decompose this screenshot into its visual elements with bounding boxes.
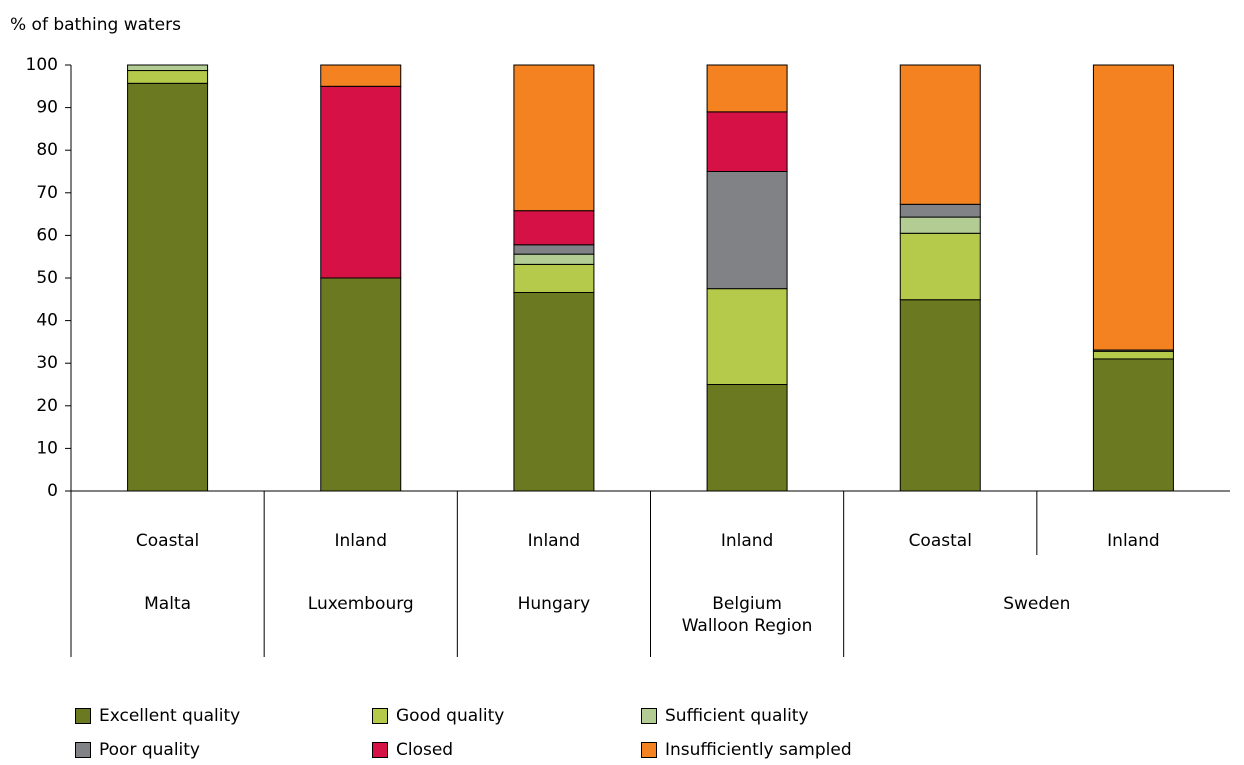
legend-label: Poor quality	[99, 740, 200, 760]
bar-segment	[1092, 350, 1174, 360]
bar-segment	[706, 171, 788, 290]
group-label: Belgium Walloon Region	[682, 594, 813, 636]
bars	[127, 64, 1174, 492]
bar-segment	[513, 253, 595, 265]
bar-segment	[320, 64, 402, 87]
bar-segment	[320, 277, 402, 492]
y-tick-label: 50	[36, 268, 58, 288]
group-label: Luxembourg	[308, 594, 414, 614]
stacked-bar-chart: % of bathing waters 0 10 20 30 40 50 60 70 80 90 1…	[10, 15, 1230, 657]
y-tick-label: 20	[36, 396, 58, 416]
legend-swatch	[372, 742, 388, 758]
group-label: Hungary	[518, 594, 591, 614]
legend-swatch	[641, 708, 657, 724]
bar-segment	[1092, 358, 1174, 492]
legend-label: Sufficient quality	[665, 706, 809, 726]
bar-segment	[899, 64, 981, 205]
y-tick-label: 30	[36, 353, 58, 373]
legend-swatch	[75, 742, 91, 758]
y-tick-label: 40	[36, 311, 58, 331]
legend-item: Sufficient quality	[641, 706, 809, 726]
legend-swatch	[75, 708, 91, 724]
legend-label: Good quality	[396, 706, 505, 726]
y-axis-ticks: 0 10 20 30 40 50 60 70 80 90 100	[26, 55, 71, 501]
legend-item: Insufficiently sampled	[641, 740, 852, 760]
legend-item: Excellent quality	[75, 706, 240, 726]
category-label: Inland	[1107, 531, 1160, 551]
category-labels: Coastal Inland Inland Inland Coastal Inland Ma…	[136, 531, 1160, 636]
y-tick-label: 90	[36, 98, 58, 118]
legend-item: Closed	[372, 740, 453, 760]
legend-label: Closed	[396, 740, 454, 760]
y-tick-label: 100	[26, 55, 58, 75]
bar-segment	[899, 203, 981, 218]
bar-segment	[513, 64, 595, 212]
y-tick-label: 60	[36, 225, 58, 245]
legend-label: Excellent quality	[99, 706, 241, 726]
bar-segment	[1092, 64, 1174, 351]
bar-segment	[127, 64, 209, 72]
y-tick-label: 10	[36, 438, 58, 458]
bar-segment	[513, 210, 595, 246]
category-label: Inland	[528, 531, 581, 551]
legend-swatch	[641, 742, 657, 758]
legend-label: Insufficiently sampled	[665, 740, 852, 760]
category-label: Coastal	[909, 531, 972, 551]
bar-segment	[320, 85, 402, 279]
bar-segment	[513, 263, 595, 293]
bar-segment	[127, 70, 209, 84]
y-tick-label: 80	[36, 140, 58, 160]
y-axis-title: % of bathing waters	[10, 15, 181, 35]
bar-segment	[899, 232, 981, 301]
y-tick-label: 0	[47, 481, 58, 501]
legend-swatch	[372, 708, 388, 724]
bar-segment	[513, 244, 595, 255]
bar-segment	[899, 216, 981, 234]
bar-segment	[513, 291, 595, 492]
bar-segment	[706, 64, 788, 113]
category-label: Coastal	[136, 531, 199, 551]
bar-segment	[706, 384, 788, 492]
group-label: Sweden	[1003, 594, 1070, 614]
legend-item: Poor quality	[75, 740, 200, 760]
bar-segment	[127, 82, 209, 492]
category-label: Inland	[335, 531, 388, 551]
bar-segment	[706, 111, 788, 172]
y-tick-label: 70	[36, 183, 58, 203]
axes	[70, 65, 1230, 657]
bar-segment	[899, 299, 981, 492]
category-label: Inland	[721, 531, 774, 551]
legend-item: Good quality	[372, 706, 504, 726]
group-label: Malta	[144, 594, 191, 614]
bar-segment	[706, 288, 788, 385]
